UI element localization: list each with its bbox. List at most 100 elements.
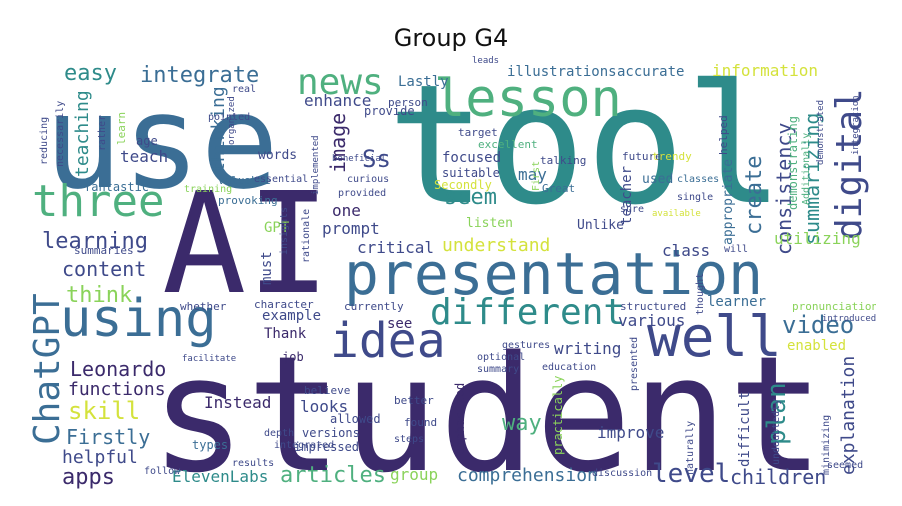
word-found: found <box>404 416 438 429</box>
word-believe: believe <box>304 384 351 397</box>
word-summaries: summaries <box>74 244 134 257</box>
word-appropriate: appropriate <box>721 158 736 245</box>
word-skill: skill <box>68 397 141 425</box>
word-lesson: lesson <box>434 69 622 129</box>
word-integrate: integrate <box>140 63 260 88</box>
word-Great: Great <box>542 182 576 195</box>
word-listen: listen <box>466 216 513 231</box>
word-presented: presented <box>629 336 640 391</box>
word-news: news <box>297 62 384 103</box>
word-emphasized: emphasized <box>453 382 467 455</box>
word-job: job <box>282 350 304 364</box>
word-functions: functions <box>68 379 166 400</box>
word-one: one <box>332 201 361 220</box>
word-rationale: rationale <box>301 208 312 263</box>
word-ChatGPT: ChatGPT <box>32 293 68 445</box>
word-naturally: naturally <box>685 420 696 475</box>
word-pointed: pointed <box>208 112 251 123</box>
word-create: create <box>742 155 767 235</box>
word-Thank: Thank <box>264 326 307 342</box>
word-available: available <box>652 209 701 219</box>
word-presentation: presentation <box>344 240 764 308</box>
word-using: using <box>60 289 217 349</box>
word-impressed: impressed <box>294 440 360 454</box>
word-Leonardo: Leonardo <box>70 357 167 381</box>
word-real: real <box>232 84 257 95</box>
word-apps: apps <box>62 465 115 489</box>
word-integration: integration <box>851 95 861 155</box>
word-Lastly: Lastly <box>398 74 449 90</box>
word-enhance: enhance <box>304 91 372 110</box>
word-digital: digital <box>829 88 870 240</box>
word-versions: versions <box>302 426 360 440</box>
word-facilitate: facilitate <box>182 354 237 364</box>
word-Unlike: Unlike <box>577 218 624 233</box>
word-utilizing: utilizing <box>774 229 861 248</box>
word-necessarily: necessarily <box>55 100 66 167</box>
word-leads: leads <box>472 56 500 66</box>
word-introduced: introduced <box>822 314 876 324</box>
word-gestures: gestures <box>502 340 551 351</box>
word-excellent: excellent <box>478 138 538 151</box>
word-see: see <box>387 316 413 332</box>
word-types: types <box>192 438 229 452</box>
word-GPT: GPT <box>264 220 290 236</box>
word-ElevenLabs: ElevenLabs <box>172 467 269 486</box>
word-example: example <box>262 308 322 324</box>
word-rather: rather <box>97 114 108 151</box>
word-class: class <box>662 241 711 260</box>
word-age: age <box>136 134 158 148</box>
word-valuable: valuable <box>218 174 271 187</box>
word-thought: thought <box>695 272 706 315</box>
word-focused: focused <box>442 150 502 166</box>
word-steps: steps <box>394 434 425 445</box>
word-better: better <box>394 394 434 407</box>
word-curious: curious <box>347 174 390 185</box>
word-well: well <box>647 305 782 370</box>
word-teacher: teacher <box>619 165 635 225</box>
word-currently: currently <box>344 300 404 313</box>
word-beneficial: beneficial <box>332 154 387 164</box>
word-organized: organized <box>227 96 237 145</box>
word-implemented: implemented <box>311 135 321 195</box>
word-provoking: provoking <box>218 194 278 207</box>
word-learner: learner <box>707 294 767 310</box>
word-used: used <box>642 172 674 187</box>
word-words: words <box>258 148 298 163</box>
word-improve: improve <box>597 423 665 442</box>
word-essential: essential <box>254 174 309 185</box>
word-insights: insights <box>279 206 290 255</box>
word-easy: easy <box>64 61 117 86</box>
word-reducing: reducing <box>39 116 50 165</box>
word-teach: teach <box>120 147 169 166</box>
word-pronunciation: pronunciation <box>792 300 876 313</box>
word-student: student <box>150 321 825 490</box>
word-summary: summary <box>477 364 520 375</box>
word-think: think <box>66 283 133 308</box>
word-content: content <box>62 257 147 281</box>
word-seemed: seemed <box>827 460 864 471</box>
word-learning: learning <box>42 229 148 254</box>
word-critical: critical <box>357 238 435 257</box>
word-cloud: use tool student AI presentation lesson … <box>32 55 876 489</box>
word-information: information <box>712 61 818 80</box>
word-target: target <box>458 126 498 139</box>
word-must: must <box>259 251 275 285</box>
chart-title: Group G4 <box>393 24 509 52</box>
word-various: various <box>618 311 686 330</box>
word-classes: classes <box>677 174 720 185</box>
word-structured: structured <box>620 300 687 313</box>
word-will: will <box>724 244 749 255</box>
word-helpful: helpful <box>62 447 138 468</box>
word-character: character <box>254 298 314 311</box>
word-comprehension: comprehension <box>457 465 598 486</box>
word-results: results <box>232 458 275 469</box>
word-different: different <box>430 292 626 333</box>
word-future: future <box>622 150 662 163</box>
word-education: education <box>542 362 597 373</box>
word-sure: sure <box>620 204 645 215</box>
word-person: person <box>388 96 428 109</box>
word-idea: idea <box>330 313 446 369</box>
word-demonstrating: demonstrating <box>786 116 800 210</box>
word-AI: AI <box>162 163 331 326</box>
